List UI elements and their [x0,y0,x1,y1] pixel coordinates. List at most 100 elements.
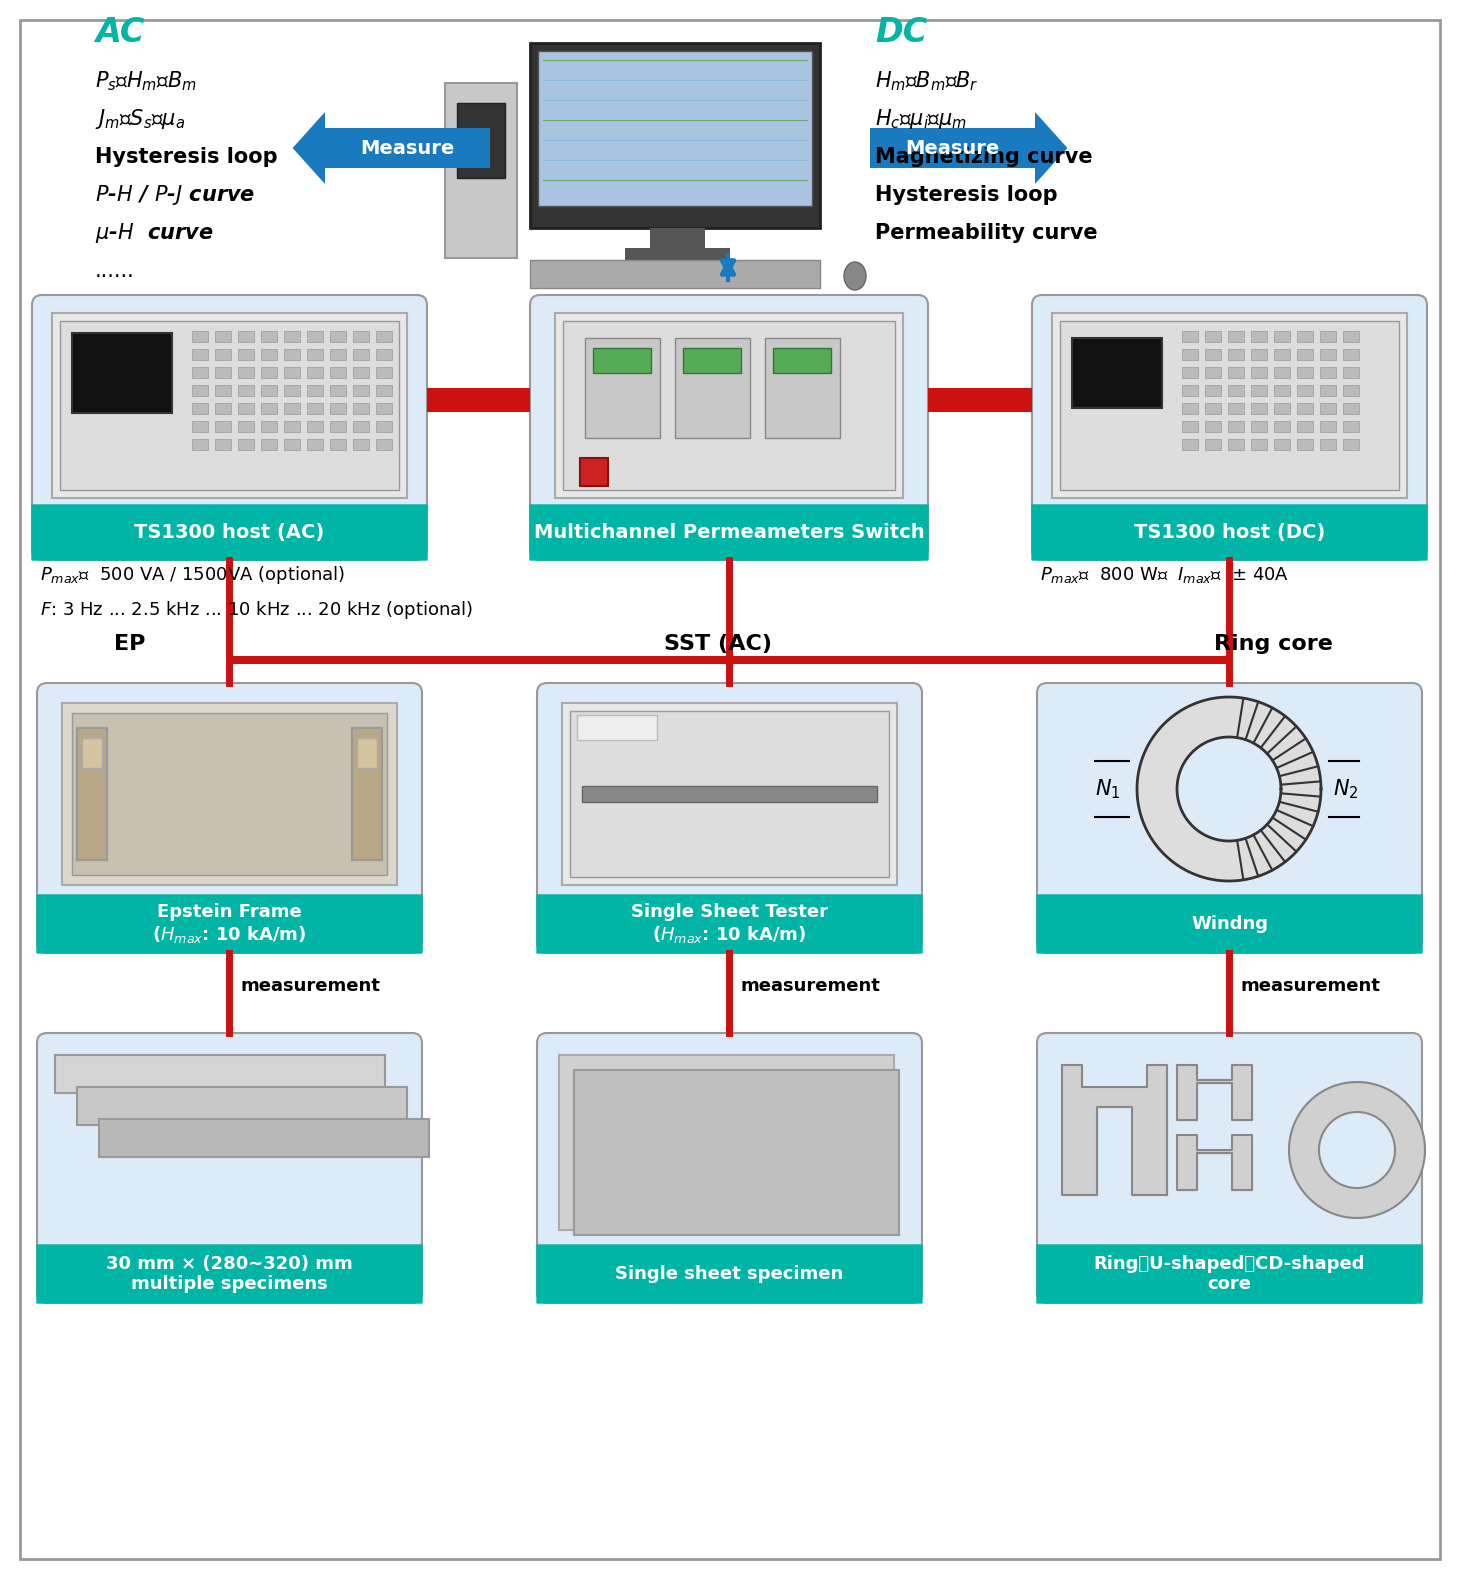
Bar [1228,403,1244,414]
Bar [1296,385,1313,396]
Bar [193,403,207,414]
Bar [1053,313,1407,497]
Bar [1320,439,1336,450]
Text: $H_c$、$\mu_i$、$\mu_m$: $H_c$、$\mu_i$、$\mu_m$ [875,107,967,131]
Bar [426,388,530,412]
Bar [55,1055,385,1093]
Bar [1228,349,1244,360]
Bar [285,403,299,414]
Bar [457,103,505,178]
FancyBboxPatch shape [36,895,422,954]
Bar [1228,366,1244,377]
Bar [1320,403,1336,414]
Text: $P_{max}$：  500 VA / 1500VA (optional): $P_{max}$： 500 VA / 1500VA (optional) [39,564,345,586]
Text: SST (AC): SST (AC) [664,635,772,654]
Bar [193,385,207,396]
Ellipse shape [844,262,866,291]
Text: ......: ...... [95,261,134,281]
Bar [929,388,1032,412]
Bar [1275,439,1291,450]
Bar [215,403,231,414]
FancyBboxPatch shape [1037,684,1422,954]
Bar [1320,332,1336,343]
FancyBboxPatch shape [32,505,426,561]
Bar [215,385,231,396]
Bar [675,338,750,437]
Bar [1343,366,1359,377]
Bar [1275,349,1291,360]
Bar [1320,422,1336,433]
Text: $P$-$H$ / $P$-$J$ curve: $P$-$H$ / $P$-$J$ curve [95,183,256,207]
Bar [1296,349,1313,360]
Bar [1275,332,1291,343]
Bar [1343,385,1359,396]
Bar [215,439,231,450]
Bar [1343,439,1359,450]
Bar [77,728,107,861]
Bar [1296,439,1313,450]
Text: Permeability curve: Permeability curve [875,223,1098,243]
Bar [330,403,346,414]
Bar [1204,385,1221,396]
Bar [1275,422,1291,433]
FancyBboxPatch shape [1037,1244,1422,1303]
FancyBboxPatch shape [537,684,923,954]
Text: AC: AC [95,16,145,49]
Bar [530,43,821,227]
Bar [353,403,369,414]
Bar [330,366,346,377]
Bar [1343,422,1359,433]
Text: Magnetizing curve: Magnetizing curve [875,147,1092,167]
Bar [377,439,391,450]
Bar [377,332,391,343]
Bar [238,385,254,396]
Text: TS1300 host (AC): TS1300 host (AC) [134,523,324,542]
Bar [1320,349,1336,360]
Bar [1228,422,1244,433]
Polygon shape [1177,1064,1253,1120]
FancyBboxPatch shape [530,295,929,561]
Bar [307,349,323,360]
Text: $F$: 3 Hz ... 2.5 kHz ... 10 kHz ... 20 kHz (optional): $F$: 3 Hz ... 2.5 kHz ... 10 kHz ... 20 … [39,598,473,621]
Bar [1251,422,1267,433]
Bar [238,403,254,414]
Bar [1060,321,1399,489]
Text: $N_1$: $N_1$ [1095,777,1120,801]
FancyBboxPatch shape [1032,505,1426,561]
Bar [1251,385,1267,396]
Bar [72,714,387,875]
Bar [683,347,742,373]
Bar [307,366,323,377]
Polygon shape [1318,1112,1394,1187]
Bar [193,439,207,450]
Bar [238,439,254,450]
Bar [99,1120,429,1157]
FancyBboxPatch shape [537,1244,923,1303]
Text: Measure: Measure [361,139,454,158]
Bar [1183,422,1199,433]
Text: Hysteresis loop: Hysteresis loop [95,147,277,167]
Bar [1275,366,1291,377]
Bar [353,385,369,396]
Bar [353,439,369,450]
Bar [193,422,207,433]
FancyBboxPatch shape [36,684,422,954]
Bar [1343,332,1359,343]
Bar [1228,385,1244,396]
Text: Hysteresis loop: Hysteresis loop [875,185,1057,205]
Bar [1204,349,1221,360]
Bar [1228,332,1244,343]
Bar [1296,366,1313,377]
Bar [326,128,491,167]
Text: measurement: measurement [1241,977,1381,995]
Polygon shape [1061,1064,1167,1195]
Text: Ring、U-shaped、CD-shaped
core: Ring、U-shaped、CD-shaped core [1094,1255,1365,1293]
Text: TS1300 host (DC): TS1300 host (DC) [1134,523,1326,542]
Text: Windng: Windng [1191,914,1267,933]
Bar [559,1055,894,1230]
Text: $H_m$、$B_m$、$B_r$: $H_m$、$B_m$、$B_r$ [875,69,978,93]
Bar [330,332,346,343]
Bar [307,385,323,396]
FancyBboxPatch shape [32,295,426,561]
Bar [1320,366,1336,377]
